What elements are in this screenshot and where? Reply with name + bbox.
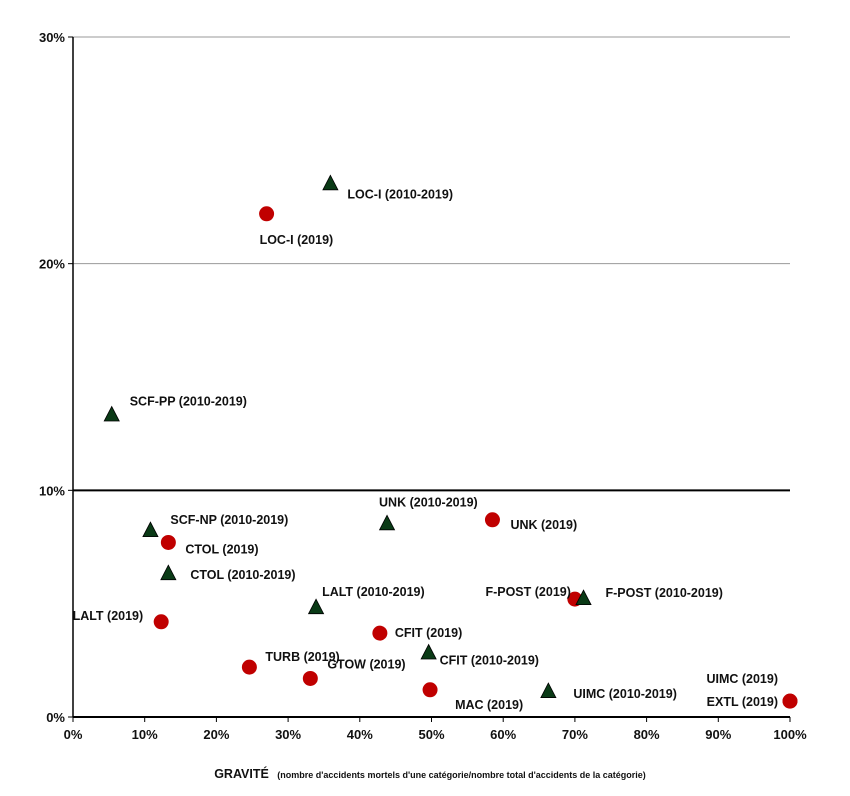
point-labels: LOC-I (2019) UNK (2019) CTOL (2019) LALT (2… xyxy=(73,187,778,711)
x-tick-label: 10% xyxy=(132,727,158,742)
point-f-post-2010-2019-triangle xyxy=(575,589,592,606)
point-lalt-2010-2019-marker xyxy=(307,598,325,615)
point-f-post-2010-2019-label: F-POST (2010-2019) xyxy=(606,586,723,600)
point-ctol-2019-label: CTOL (2019) xyxy=(185,542,258,556)
point-loc-i-2010-2019-label: LOC-I (2010-2019) xyxy=(347,187,453,201)
x-tick-label: 70% xyxy=(562,727,588,742)
point-scf-np-2010-2019-triangle xyxy=(142,521,159,538)
point-lalt-2019-marker xyxy=(153,614,169,630)
grid-lines xyxy=(73,36,790,492)
x-tick-label: 100% xyxy=(773,727,807,742)
point-cfit-2010-2019-label: CFIT (2010-2019) xyxy=(440,654,539,668)
point-cfit-2010-2019-marker xyxy=(420,643,437,660)
point-extl-2019-label: EXTL (2019) xyxy=(707,695,778,709)
point-extl-2019-marker xyxy=(782,693,798,709)
point-unk-2019-label: UNK (2019) xyxy=(510,518,577,532)
point-turb-2019-marker xyxy=(241,659,257,675)
x-axis-title-note: (nombre d'accidents mortels d'une catégo… xyxy=(277,770,646,780)
x-axis-title: GRAVITÉ (nombre d'accidents mortels d'un… xyxy=(214,765,646,782)
point-lalt-2010-2019-triangle xyxy=(307,598,325,615)
point-cfit-2019-label: CFIT (2019) xyxy=(395,626,462,640)
point-mac-2019-marker xyxy=(422,682,438,698)
point-uimc-2010-2019-marker xyxy=(540,682,557,698)
point-turb-2019-label: TURB (2019) xyxy=(265,650,339,664)
x-tick-label: 30% xyxy=(275,727,301,742)
point-cfit-2010-2019-triangle xyxy=(420,643,437,660)
y-tick-label: 0% xyxy=(46,710,65,725)
x-tick-label: 60% xyxy=(490,727,516,742)
point-loc-i-2010-2019-marker xyxy=(322,174,339,191)
point-ctol-2010-2019-marker xyxy=(160,564,177,581)
y-tick-label: 30% xyxy=(39,30,65,45)
point-scf-pp-2010-2019-label: SCF-PP (2010-2019) xyxy=(130,395,247,409)
point-ctol-2010-2019-triangle xyxy=(160,564,177,581)
y-tick-label: 20% xyxy=(39,257,65,272)
y-tick-label: 10% xyxy=(39,483,65,498)
x-tick-label: 40% xyxy=(347,727,373,742)
point-loc-i-2019-label: LOC-I (2019) xyxy=(260,233,334,247)
point-cfit-2019-marker xyxy=(372,625,388,641)
point-scf-pp-2010-2019-triangle xyxy=(103,405,120,422)
point-scf-np-2010-2019-marker xyxy=(142,521,159,538)
point-f-post-2010-2019-marker xyxy=(575,589,592,606)
point-uimc-2010-2019-label: UIMC (2010-2019) xyxy=(573,687,677,701)
point-uimc-2019-label: UIMC (2019) xyxy=(706,672,778,686)
axes xyxy=(68,36,791,722)
point-lalt-2010-2019-label: LALT (2010-2019) xyxy=(322,585,425,599)
point-ctol-2010-2019-label: CTOL (2010-2019) xyxy=(190,568,295,582)
x-tick-label: 0% xyxy=(64,727,83,742)
point-unk-2010-2019-triangle xyxy=(378,514,396,531)
point-unk-2010-2019-marker xyxy=(378,514,396,531)
x-axis-title-main: GRAVITÉ xyxy=(214,766,269,781)
point-scf-pp-2010-2019-marker xyxy=(103,405,120,422)
point-f-post-2019-label: F-POST (2019) xyxy=(485,585,570,599)
x-tick-label: 20% xyxy=(203,727,229,742)
point-uimc-2010-2019-triangle xyxy=(540,682,557,698)
point-lalt-2019-label: LALT (2019) xyxy=(73,609,144,623)
point-unk-2010-2019-label: UNK (2010-2019) xyxy=(379,495,478,509)
tick-labels: 0% 10% 20% 30% 0% 10% 20% 30% 40% 50% 60% 70% 80% 90%… xyxy=(39,30,807,742)
x-tick-label: 80% xyxy=(634,727,660,742)
point-mac-2019-label: MAC (2019) xyxy=(455,698,523,712)
point-gtow-2019-marker xyxy=(302,670,318,686)
point-loc-i-2019-marker xyxy=(259,206,275,222)
point-gtow-2019-label: GTOW (2019) xyxy=(327,657,405,671)
x-tick-label: 90% xyxy=(705,727,731,742)
point-ctol-2019-marker xyxy=(160,534,176,550)
point-scf-np-2010-2019-label: SCF-NP (2010-2019) xyxy=(170,513,288,527)
point-loc-i-2010-2019-triangle xyxy=(322,174,339,191)
point-unk-2019-marker xyxy=(484,512,500,528)
x-tick-label: 50% xyxy=(418,727,444,742)
data-markers xyxy=(103,174,798,709)
